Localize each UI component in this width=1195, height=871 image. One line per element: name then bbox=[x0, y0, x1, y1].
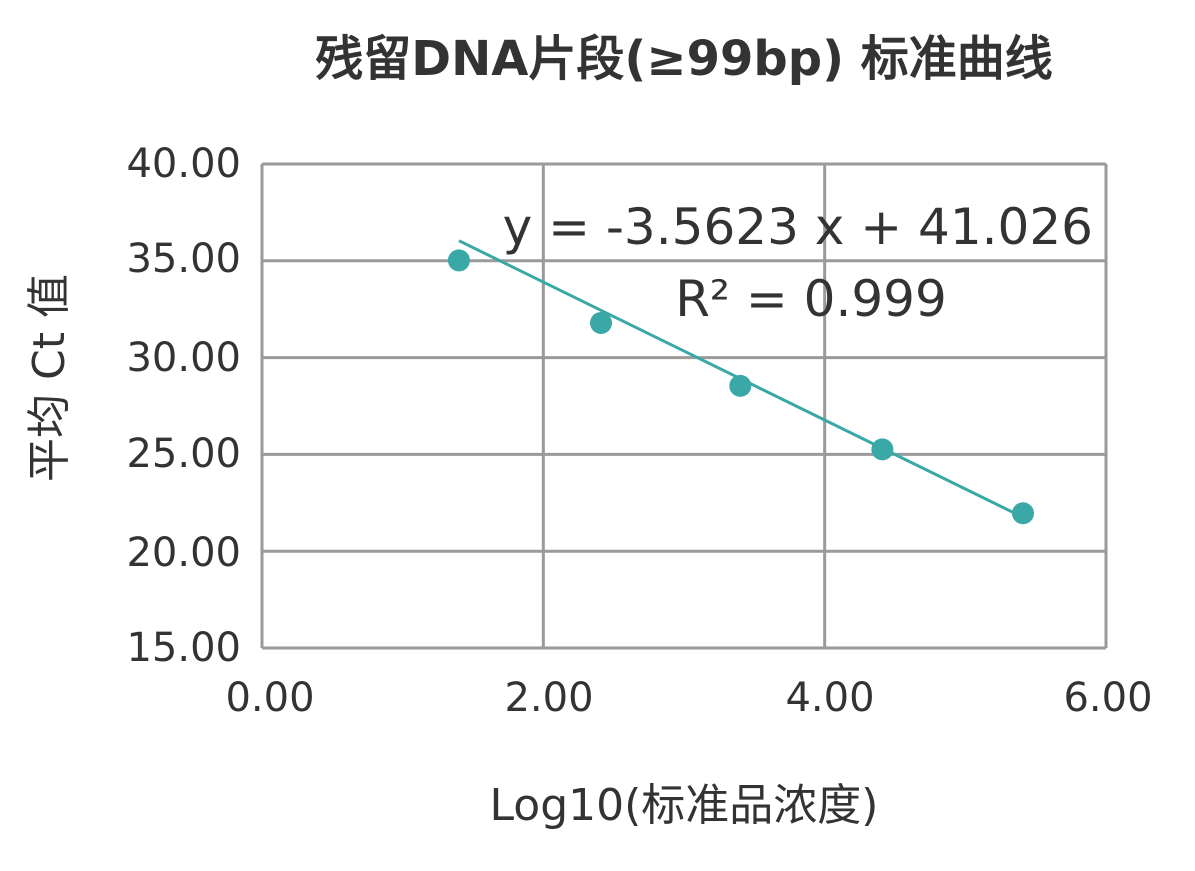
data-point bbox=[590, 311, 613, 334]
y-tick-labels: 15.00 20.00 25.00 30.00 35.00 40.00 bbox=[126, 141, 241, 671]
y-tick-label: 20.00 bbox=[126, 530, 241, 576]
data-points bbox=[447, 249, 1035, 525]
x-tick-label: 4.00 bbox=[785, 675, 874, 721]
y-tick-label: 15.00 bbox=[126, 625, 241, 671]
y-tick-label: 40.00 bbox=[126, 141, 241, 187]
grid-vertical bbox=[260, 164, 1108, 648]
x-axis-title: Log10(标准品浓度) bbox=[490, 780, 879, 831]
data-point bbox=[871, 438, 894, 461]
data-point bbox=[1012, 502, 1035, 525]
x-tick-label: 6.00 bbox=[1063, 675, 1152, 721]
y-tick-label: 35.00 bbox=[126, 236, 241, 282]
chart-title: 残留DNA片段(≥99bp) 标准曲线 bbox=[315, 31, 1053, 87]
y-tick-label: 30.00 bbox=[126, 335, 241, 381]
x-tick-labels: 0.00 2.00 4.00 6.00 bbox=[225, 675, 1152, 721]
x-tick-label: 2.00 bbox=[504, 675, 593, 721]
y-tick-label: 25.00 bbox=[126, 431, 241, 477]
r-squared-label: R² = 0.999 bbox=[675, 270, 947, 328]
x-tick-label: 0.00 bbox=[225, 675, 314, 721]
data-point bbox=[447, 249, 470, 272]
y-axis-title: 平均 Ct 值 bbox=[24, 274, 75, 482]
grid-horizontal bbox=[262, 162, 1106, 650]
data-point bbox=[729, 374, 752, 397]
trendline-equation: y = -3.5623 x + 41.026 bbox=[503, 198, 1093, 256]
